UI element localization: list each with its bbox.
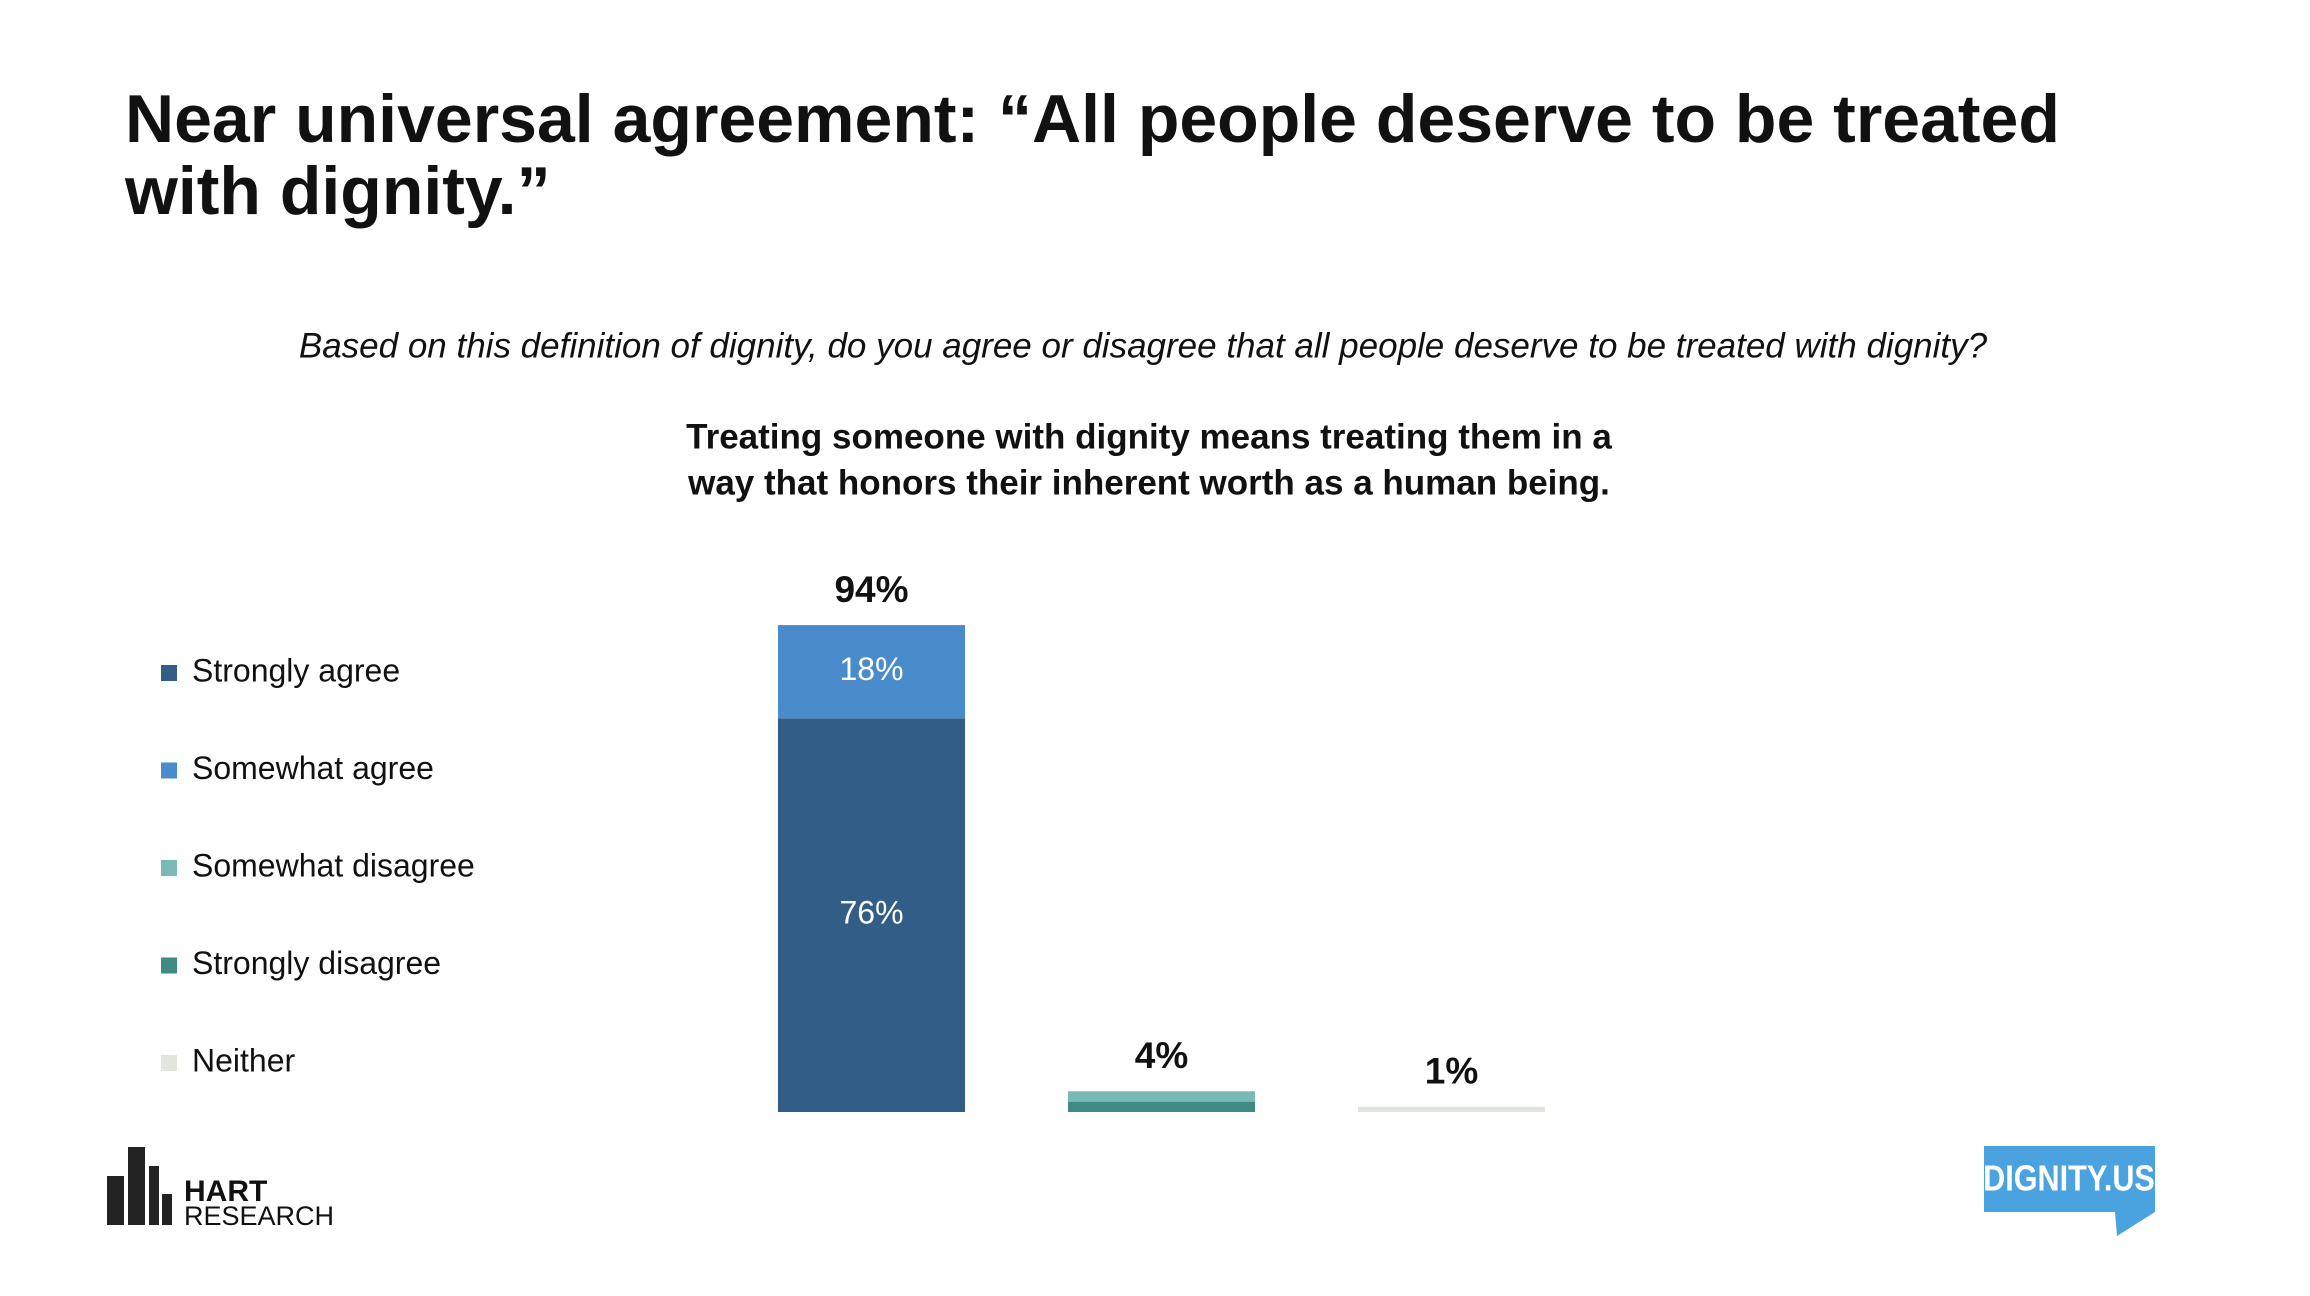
hart-logo: HART RESEARCH — [107, 1147, 334, 1231]
segment-label: 18% — [839, 651, 903, 687]
logo-bar — [128, 1147, 145, 1225]
title-line: Near universal agreement: “All people de… — [125, 81, 2060, 157]
logo-tail — [2115, 1212, 2155, 1236]
subtitle: Based on this definition of dignity, do … — [299, 326, 1988, 365]
total-label: 94% — [834, 569, 908, 610]
total-label: 4% — [1135, 1035, 1188, 1076]
legend-label: Somewhat disagree — [192, 847, 475, 883]
logo-text: HART — [184, 1175, 267, 1208]
bar-segment — [778, 625, 965, 719]
legend-swatch — [161, 665, 177, 681]
legend-label: Somewhat agree — [192, 750, 434, 786]
bar-segment — [778, 718, 965, 1112]
dignity-logo: DIGNITY.US — [1983, 1146, 2155, 1236]
bar-segment — [1068, 1091, 1255, 1102]
legend-swatch — [161, 1055, 177, 1071]
logo-box — [1984, 1146, 2155, 1212]
definition-line: Treating someone with dignity means trea… — [686, 417, 1612, 456]
segment-label: 76% — [839, 895, 903, 931]
logo-bar — [162, 1194, 172, 1225]
legend-label: Strongly agree — [192, 652, 400, 688]
legend-swatch — [161, 762, 177, 779]
total-label: 1% — [1425, 1051, 1478, 1092]
logo-text: RESEARCH — [184, 1201, 334, 1231]
legend-label: Strongly disagree — [192, 945, 441, 981]
title-line: with dignity.” — [124, 153, 551, 229]
logo-bar — [107, 1176, 124, 1225]
definition-line: way that honors their inherent worth as … — [687, 463, 1610, 502]
logo-text: DIGNITY.US — [1983, 1159, 2155, 1199]
legend-swatch — [161, 957, 177, 974]
logo-bar — [149, 1166, 159, 1225]
legend-label: Neither — [192, 1042, 296, 1078]
bar-segment — [1068, 1101, 1255, 1112]
legend-swatch — [161, 860, 177, 876]
bar-segment — [1358, 1106, 1545, 1112]
